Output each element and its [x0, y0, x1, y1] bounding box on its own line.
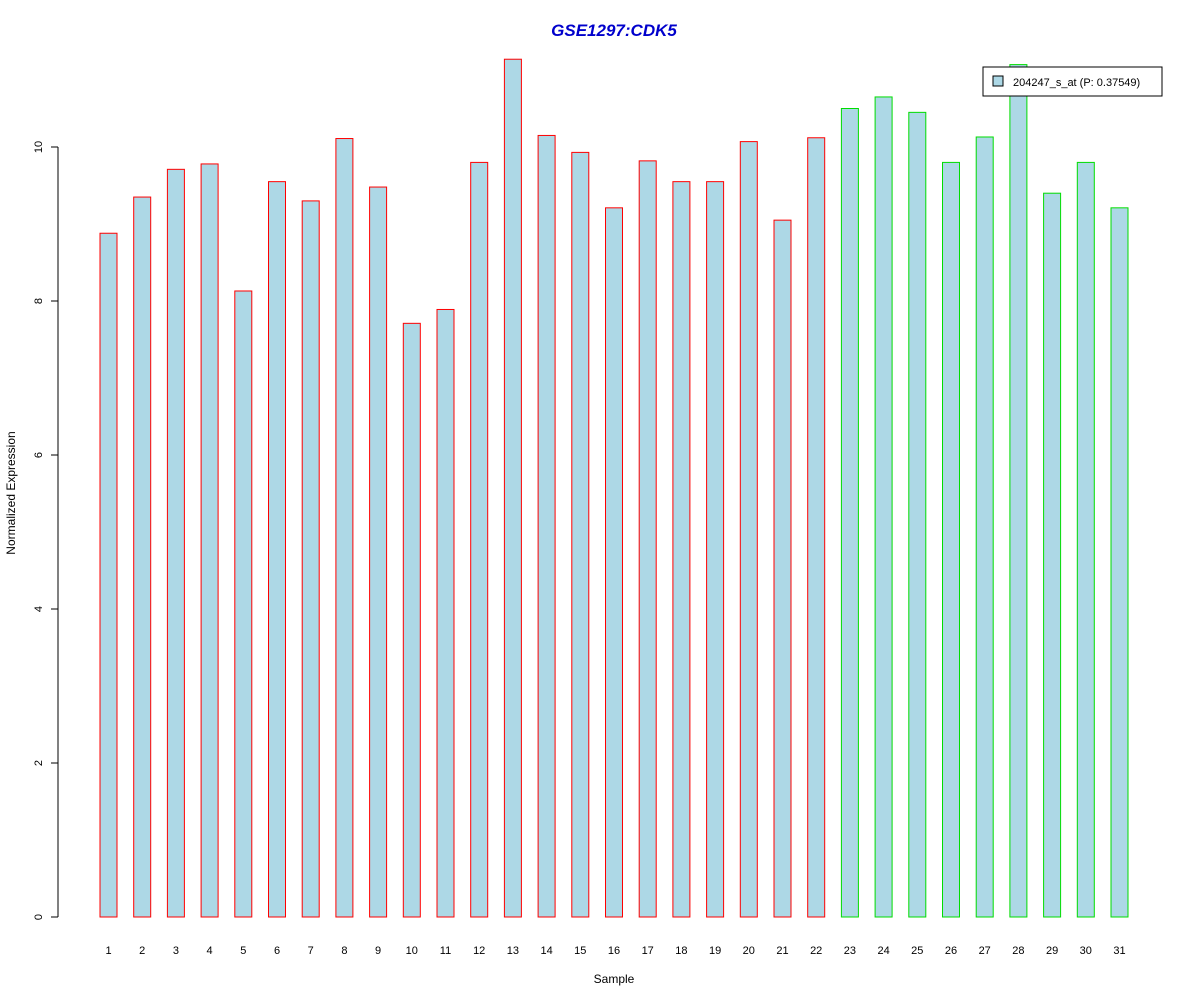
- x-tick-label: 20: [743, 945, 755, 957]
- x-tick-label: 31: [1113, 945, 1125, 957]
- bar-sample-13: [503, 58, 522, 918]
- y-axis: 0 2 4 6 8 10: [33, 141, 59, 920]
- y-tick-label: 2: [33, 760, 45, 766]
- bar-sample-14: [537, 134, 556, 918]
- bar-sample-30: [1076, 161, 1095, 918]
- bar-sample-26: [942, 161, 960, 918]
- x-tick-label: 23: [844, 945, 856, 957]
- x-tick-label: 5: [240, 945, 246, 957]
- x-tick-label: 22: [810, 945, 822, 957]
- y-tick-label: 8: [33, 298, 45, 304]
- x-tick-label: 28: [1012, 945, 1024, 957]
- x-tick-label: 29: [1046, 945, 1058, 957]
- bar-sample-20: [739, 141, 758, 918]
- bar-sample-6: [268, 181, 286, 918]
- x-tick-label: 30: [1080, 945, 1092, 957]
- x-tick-label: 12: [473, 945, 485, 957]
- bar-sample-10: [402, 322, 421, 918]
- bar-sample-28: [1009, 64, 1028, 918]
- legend-box: [982, 66, 1163, 97]
- bar-sample-1: [99, 232, 118, 918]
- x-tick-label: 25: [911, 945, 923, 957]
- bar-sample-16: [605, 207, 623, 918]
- bar-sample-24: [874, 96, 893, 918]
- x-tick-label: 13: [507, 945, 519, 957]
- bar-sample-25: [908, 111, 927, 918]
- x-tick-label: 17: [642, 945, 654, 957]
- x-tick-label: 9: [375, 945, 381, 957]
- x-tick-label: 2: [139, 945, 145, 957]
- x-tick-label: 8: [341, 945, 347, 957]
- bar-sample-8: [335, 138, 354, 918]
- x-tick-label: 18: [675, 945, 687, 957]
- bar-sample-12: [470, 161, 489, 918]
- x-tick-labels: 1 2 3 4 5 6 7 8 9 10 11 12 13 14 15 16 17 18 19 20 21 22 23 24 2…: [105, 945, 1125, 957]
- x-tick-label: 7: [308, 945, 314, 957]
- bar-sample-17: [638, 160, 657, 918]
- legend-swatch: [992, 75, 1004, 87]
- bar-sample-18: [672, 181, 691, 918]
- y-tick-label: 10: [33, 141, 45, 153]
- x-tick-label: 6: [274, 945, 280, 957]
- x-tick-label: 1: [105, 945, 111, 957]
- x-tick-label: 16: [608, 945, 620, 957]
- chart-title: GSE1297:CDK5: [551, 21, 677, 40]
- bar-sample-21: [773, 219, 792, 918]
- x-tick-label: 10: [406, 945, 418, 957]
- bar-sample-27: [975, 136, 994, 918]
- bar-sample-23: [840, 108, 859, 918]
- y-tick-label: 0: [33, 914, 45, 920]
- x-tick-label: 4: [207, 945, 213, 957]
- y-tick-label: 6: [33, 452, 45, 458]
- x-tick-label: 11: [440, 945, 451, 957]
- bar-sample-29: [1043, 192, 1062, 918]
- bar-sample-9: [369, 186, 388, 918]
- bar-sample-19: [706, 181, 725, 918]
- bars-layer: [99, 58, 1129, 918]
- bar-sample-3: [166, 168, 185, 918]
- y-tick-label: 4: [33, 606, 45, 612]
- x-axis-label: Sample: [594, 972, 635, 986]
- x-tick-label: 27: [979, 945, 991, 957]
- bar-sample-7: [301, 200, 320, 918]
- x-tick-label: 15: [574, 945, 586, 957]
- legend: 204247_s_at (P: 0.37549): [982, 66, 1163, 97]
- bar-sample-22: [807, 137, 826, 918]
- x-tick-label: 3: [173, 945, 179, 957]
- bar-sample-11: [436, 308, 455, 918]
- x-tick-label: 21: [776, 945, 788, 957]
- x-tick-label: 26: [945, 945, 957, 957]
- bar-sample-4: [200, 163, 219, 918]
- y-axis-label: Normalized Expression: [4, 431, 18, 554]
- legend-entry-label: 204247_s_at (P: 0.37549): [1013, 77, 1140, 89]
- x-tick-label: 19: [709, 945, 721, 957]
- bar-sample-2: [133, 196, 152, 918]
- bar-sample-31: [1110, 207, 1129, 918]
- x-tick-label: 14: [540, 945, 552, 957]
- bar-sample-5: [234, 290, 253, 918]
- x-tick-label: 24: [877, 945, 889, 957]
- bar-sample-15: [571, 151, 590, 918]
